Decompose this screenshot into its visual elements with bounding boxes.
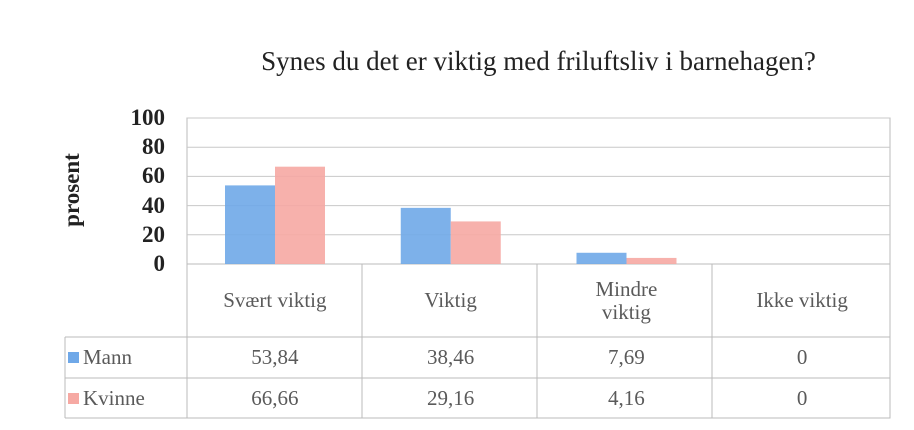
y-tick-label: 80 — [142, 134, 165, 160]
legend-swatch — [68, 352, 79, 363]
bar — [275, 166, 325, 264]
table-cell: 53,84 — [251, 344, 299, 369]
bar — [400, 207, 451, 264]
chart-title: Synes du det er viktig med friluftsliv i… — [261, 46, 816, 76]
bar — [225, 185, 275, 264]
y-tick-label: 0 — [153, 251, 166, 276]
legend-swatch — [68, 393, 79, 404]
legend-entry: Mann — [68, 337, 186, 378]
table-cell: 66,66 — [251, 385, 299, 410]
table-cell: 0 — [796, 385, 808, 410]
y-tick-label: 20 — [142, 221, 165, 247]
table-cell: 7,69 — [608, 344, 645, 369]
table-cell: 0 — [796, 344, 808, 369]
x-tick-label: Mindre viktig — [595, 276, 658, 324]
table-cell: 38,46 — [427, 344, 475, 369]
bar — [450, 221, 501, 264]
bar — [576, 252, 627, 264]
table-cell: 29,16 — [427, 385, 475, 410]
bar — [626, 257, 677, 264]
legend-label: Kvinne — [83, 385, 145, 410]
x-tick-label: Viktig — [424, 288, 477, 313]
legend-label: Mann — [83, 344, 132, 369]
y-axis-label: prosent — [59, 153, 84, 227]
y-tick-label: 60 — [142, 163, 165, 189]
x-tick-label: Svært viktig — [223, 288, 327, 313]
y-tick-label: 40 — [142, 192, 165, 218]
table-cell: 4,16 — [608, 385, 645, 410]
y-tick-label: 100 — [130, 105, 166, 130]
x-tick-label: Ikke viktig — [756, 288, 848, 313]
legend-entry: Kvinne — [68, 378, 186, 419]
